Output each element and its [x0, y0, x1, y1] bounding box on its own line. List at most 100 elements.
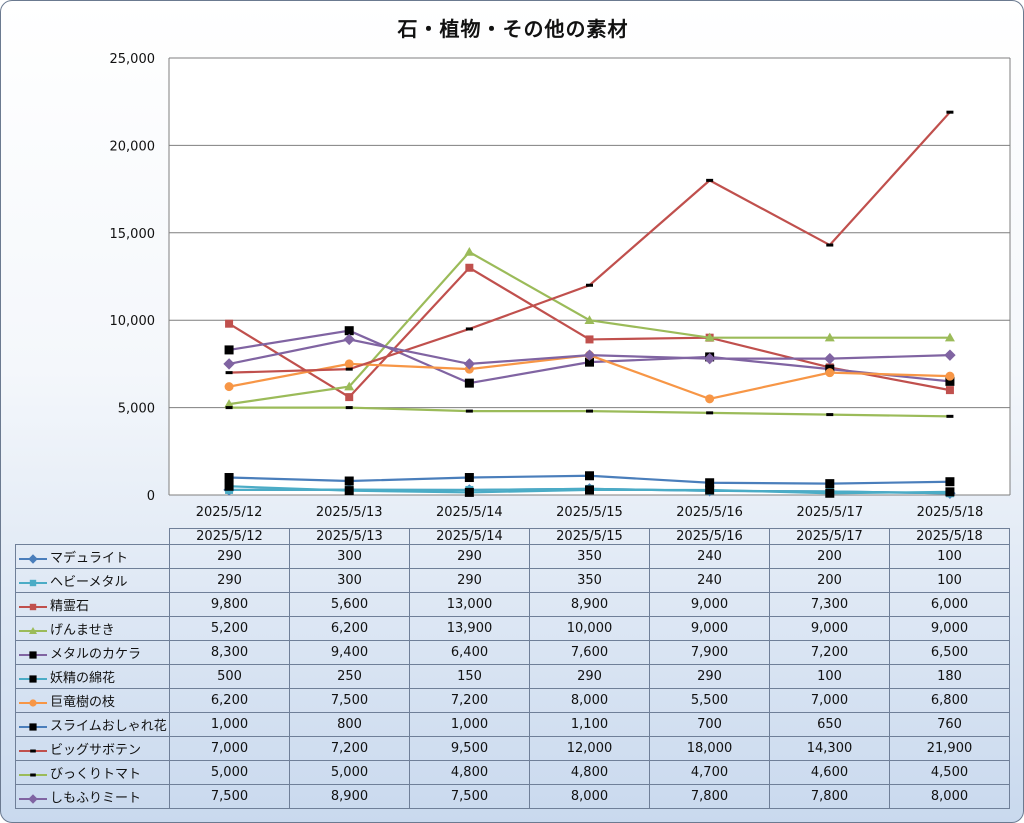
table-cell-value: 1,100 — [529, 712, 650, 737]
table-cell-value: 6,500 — [889, 640, 1010, 665]
data-point — [29, 579, 37, 586]
table-cell-value: 7,200 — [769, 640, 890, 665]
table-cell-value: 6,200 — [169, 688, 290, 713]
series-group — [224, 471, 955, 489]
table-row: びっくりトマト 5,000 5,000 4,800 4,800 4,700 4,600 4,5… — [15, 760, 1010, 785]
data-point — [345, 406, 353, 410]
legend-key-icon — [19, 793, 47, 804]
data-point — [344, 359, 354, 369]
table-cell-value: 290 — [529, 664, 650, 689]
legend-key-icon — [19, 579, 47, 586]
series-group — [225, 110, 954, 375]
table-header-row: 2025/5/12 2025/5/13 2025/5/14 2025/5/15 2025… — [16, 528, 1010, 545]
data-point — [464, 247, 475, 256]
table-row: げんませき 5,200 6,200 13,900 10,000 9,000 9,000 9,0… — [15, 616, 1010, 641]
x-tick-label: 2025/5/18 — [917, 505, 984, 520]
data-point — [224, 399, 235, 408]
table-cell-value: 4,500 — [889, 760, 1010, 785]
series-group — [224, 247, 955, 408]
table-cell-value: 18,000 — [649, 736, 770, 761]
y-tick-label: 20,000 — [110, 139, 156, 154]
data-point — [586, 283, 593, 287]
table-row: しもふりミート 7,500 8,900 7,500 8,000 7,800 7,800 8,0… — [15, 784, 1010, 809]
legend-cell: メタルのカケラ — [15, 640, 170, 665]
table-header-date: 2025/5/18 — [889, 528, 1010, 545]
table-cell-value: 8,000 — [529, 784, 650, 809]
table-cell-value: 14,300 — [769, 736, 890, 761]
data-point — [225, 406, 233, 410]
series-name: 妖精の綿花 — [50, 671, 116, 686]
table-cell-value: 8,000 — [529, 688, 650, 713]
data-point — [464, 487, 474, 497]
table-cell-value: 13,900 — [409, 616, 530, 641]
legend-key-icon — [19, 626, 47, 634]
data-point — [585, 357, 594, 367]
data-point — [946, 110, 954, 114]
data-point — [28, 553, 38, 564]
data-point — [825, 368, 835, 378]
table-header-date: 2025/5/12 — [169, 528, 290, 545]
table-cell-value: 500 — [169, 664, 290, 689]
data-point — [944, 349, 956, 361]
legend-cell: マデュライト — [15, 544, 170, 569]
y-tick-label: 25,000 — [110, 52, 156, 67]
data-point — [464, 473, 474, 483]
legend-key-icon — [19, 773, 47, 776]
table-cell-value: 7,800 — [649, 784, 770, 809]
table-cell-value: 4,700 — [649, 760, 770, 785]
legend-key-icon — [19, 553, 47, 564]
data-point — [29, 626, 37, 634]
table-cell-value: 100 — [889, 568, 1010, 593]
table-cell-value: 200 — [769, 568, 890, 593]
table-cell-value: 290 — [169, 544, 290, 569]
table-cell-value: 8,900 — [529, 592, 650, 617]
data-point — [585, 485, 594, 495]
y-tick-label: 15,000 — [110, 227, 156, 242]
y-tick-label: 10,000 — [110, 314, 156, 329]
data-point — [344, 326, 354, 336]
data-point — [465, 409, 473, 413]
series-name: スライムおしゃれ花 — [50, 719, 167, 734]
data-point — [465, 263, 474, 272]
legend-cell: 精霊石 — [15, 592, 170, 617]
table-cell-value: 7,000 — [769, 688, 890, 713]
data-point — [706, 178, 714, 182]
data-point — [30, 773, 36, 776]
table-cell-value: 200 — [769, 544, 890, 569]
legend-key-icon — [19, 674, 47, 683]
series-name: ヘビーメタル — [50, 575, 128, 590]
table-header-date: 2025/5/16 — [649, 528, 770, 545]
legend-cell: 妖精の綿花 — [15, 664, 170, 689]
data-point — [29, 698, 37, 707]
data-point — [704, 332, 715, 342]
legend-cell: ビッグサボテン — [15, 736, 170, 761]
table-cell-value: 240 — [649, 544, 770, 569]
series-name: メタルのカケラ — [50, 647, 142, 662]
x-tick-label: 2025/5/13 — [316, 505, 383, 520]
legend-cell: びっくりトマト — [15, 760, 170, 785]
data-point — [345, 367, 353, 371]
table-row: ビッグサボテン 7,000 7,200 9,500 12,000 18,000 14,300… — [15, 736, 1010, 761]
legend-key-icon — [19, 722, 47, 731]
table-cell-value: 7,200 — [289, 736, 410, 761]
table-header-date: 2025/5/13 — [289, 528, 410, 545]
plot-background — [169, 58, 1010, 495]
data-point — [344, 381, 355, 391]
x-tick-label: 2025/5/17 — [796, 505, 863, 520]
table-cell-value: 240 — [649, 568, 770, 593]
data-point — [945, 376, 955, 386]
data-point — [705, 485, 715, 495]
data-point — [464, 378, 474, 388]
data-point — [344, 486, 354, 496]
data-point — [345, 393, 354, 402]
table-cell-value: 290 — [169, 568, 290, 593]
table-cell-value: 6,800 — [889, 688, 1010, 713]
table-cell-value: 290 — [409, 544, 530, 569]
table-cell-value: 7,200 — [409, 688, 530, 713]
data-point — [945, 371, 955, 381]
data-point — [224, 345, 234, 355]
table-cell-value: 800 — [289, 712, 410, 737]
table-cell-value: 290 — [409, 568, 530, 593]
data-point — [945, 477, 955, 487]
table-cell-value: 150 — [409, 664, 530, 689]
